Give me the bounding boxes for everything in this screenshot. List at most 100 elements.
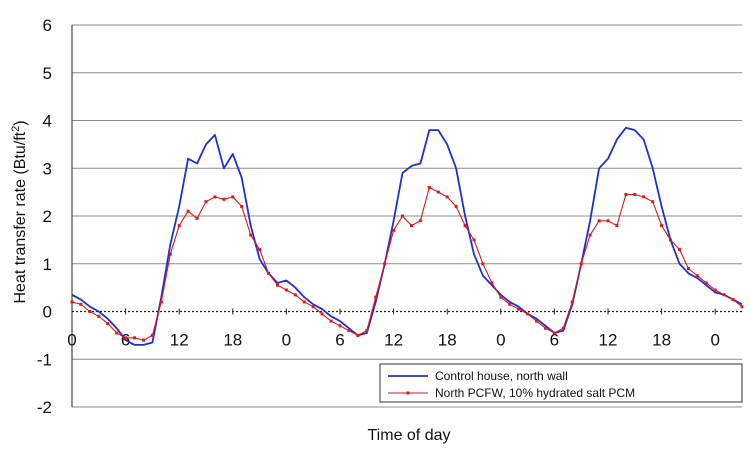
legend-marker-pcfw [406,391,410,395]
x-tick-label: 0 [282,331,291,350]
series-point-north-pcfw [133,336,136,340]
series-point-north-pcfw [284,288,288,292]
grid-layer [71,24,742,408]
y-tick-label: 1 [43,255,52,274]
y-tick-label: 2 [43,207,52,226]
series-point-north-pcfw [669,238,672,242]
y-tick-label: 3 [43,159,52,178]
series-point-north-pcfw [392,228,396,232]
series-point-north-pcfw [704,281,708,285]
series-point-north-pcfw [624,193,628,196]
series-point-north-pcfw [597,219,601,223]
series-point-north-pcfw [356,333,360,337]
y-tick-label: 5 [43,64,52,83]
series-point-north-pcfw [579,262,583,266]
x-axis-label: Time of day [368,427,451,444]
y-tick-label: -1 [37,350,52,369]
series-point-north-pcfw [606,219,610,223]
series-point-north-pcfw [731,298,735,302]
series-point-north-pcfw [445,195,449,199]
series-point-north-pcfw [490,281,494,285]
series-point-north-pcfw [302,300,306,304]
series-point-north-pcfw [115,331,119,335]
series-point-north-pcfw [79,302,83,306]
series-point-north-pcfw [97,314,101,318]
series-point-north-pcfw [267,271,270,275]
series-point-north-pcfw [436,190,440,194]
legend: Control house, north wall North PCFW, 10… [379,363,743,403]
legend-label-control: Control house, north wall [435,369,568,383]
series-point-north-pcfw [222,197,226,201]
x-tick-label: 12 [599,331,618,350]
series-point-north-pcfw [258,247,262,251]
series-point-north-pcfw [240,204,244,208]
series-point-north-pcfw [320,312,324,316]
y-tick-label: 0 [43,303,52,322]
series-point-north-pcfw [561,326,565,330]
series-point-north-pcfw [570,300,574,304]
series-point-north-pcfw [177,224,181,228]
x-tick-labels: 0 6 12 18 0 6 12 18 0 6 12 18 0 [67,331,720,350]
series-point-north-pcfw [499,295,503,299]
y-axis-label: Heat transfer rate (Btu/ft2) [10,120,29,303]
series-point-north-pcfw [347,329,351,333]
series-point-north-pcfw [311,305,315,309]
x-tick-label: 18 [223,331,242,350]
x-tick-label: 0 [496,331,505,350]
series-point-north-pcfw [427,185,431,189]
series-point-north-pcfw [535,319,538,323]
series-point-north-pcfw [642,195,646,199]
series-point-north-pcfw [186,209,190,213]
series-point-north-pcfw [195,216,199,220]
series-point-north-pcfw [552,331,556,335]
series-point-north-pcfw [410,224,413,228]
series-point-north-pcfw [740,305,744,309]
series-point-north-pcfw [472,238,476,242]
series-point-north-pcfw [401,214,404,218]
series-point-north-pcfw [249,233,253,237]
series-point-north-pcfw [544,326,547,330]
series-point-north-pcfw [651,200,655,204]
series-point-north-pcfw [213,195,217,199]
series-point-north-pcfw [276,283,279,287]
series-line-north-pcfw [71,186,743,341]
x-tick-label: 6 [335,331,344,350]
legend-label-pcfw: North PCFW, 10% hydrated salt PCM [435,386,635,400]
series-point-north-pcfw [204,200,208,204]
series-point-north-pcfw [168,252,172,256]
series-line-control-house [71,126,743,346]
series-point-north-pcfw [678,247,681,251]
y-tick-label: 6 [43,16,52,35]
series-point-north-pcfw [686,267,690,270]
x-tick-label: 12 [170,331,189,350]
series-point-north-pcfw [615,224,619,228]
series-point-north-pcfw [454,204,458,208]
series-point-north-pcfw [124,336,128,340]
series-point-north-pcfw [633,193,637,196]
series-point-north-pcfw [695,274,699,278]
series-point-north-pcfw [374,295,378,299]
x-tick-label: 18 [652,331,671,350]
series-point-north-pcfw [526,312,530,316]
series-point-north-pcfw [329,319,333,323]
series-point-north-pcfw [517,307,521,311]
legend-box [379,363,743,403]
series-point-north-pcfw [722,293,726,297]
series-point-north-pcfw [231,195,235,199]
series-point-north-pcfw [142,338,145,342]
series-point-north-pcfw [481,262,485,266]
series-point-north-pcfw [463,224,467,228]
x-tick-label: 0 [710,331,719,350]
series-point-north-pcfw [70,300,74,304]
series-point-north-pcfw [150,333,154,337]
y-tick-label: 4 [43,112,52,131]
series-point-north-pcfw [508,302,512,306]
x-tick-label: 6 [550,331,559,350]
y-tick-labels: 6 5 4 3 2 1 0 -1 -2 [37,16,52,417]
x-tick-label: 0 [67,331,76,350]
series-point-north-pcfw [383,262,387,266]
y-tick-label: -2 [37,398,52,417]
x-tick-label: 18 [438,331,457,350]
